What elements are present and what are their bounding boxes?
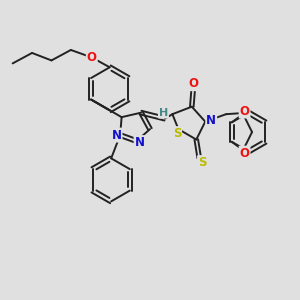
Text: S: S bbox=[198, 156, 206, 169]
Text: N: N bbox=[112, 129, 122, 142]
Text: H: H bbox=[159, 108, 168, 118]
Text: O: O bbox=[240, 147, 250, 160]
Text: O: O bbox=[188, 77, 198, 90]
Text: O: O bbox=[240, 104, 250, 118]
Text: N: N bbox=[206, 114, 216, 127]
Text: N: N bbox=[134, 136, 145, 149]
Text: O: O bbox=[87, 51, 97, 64]
Text: S: S bbox=[172, 127, 181, 140]
